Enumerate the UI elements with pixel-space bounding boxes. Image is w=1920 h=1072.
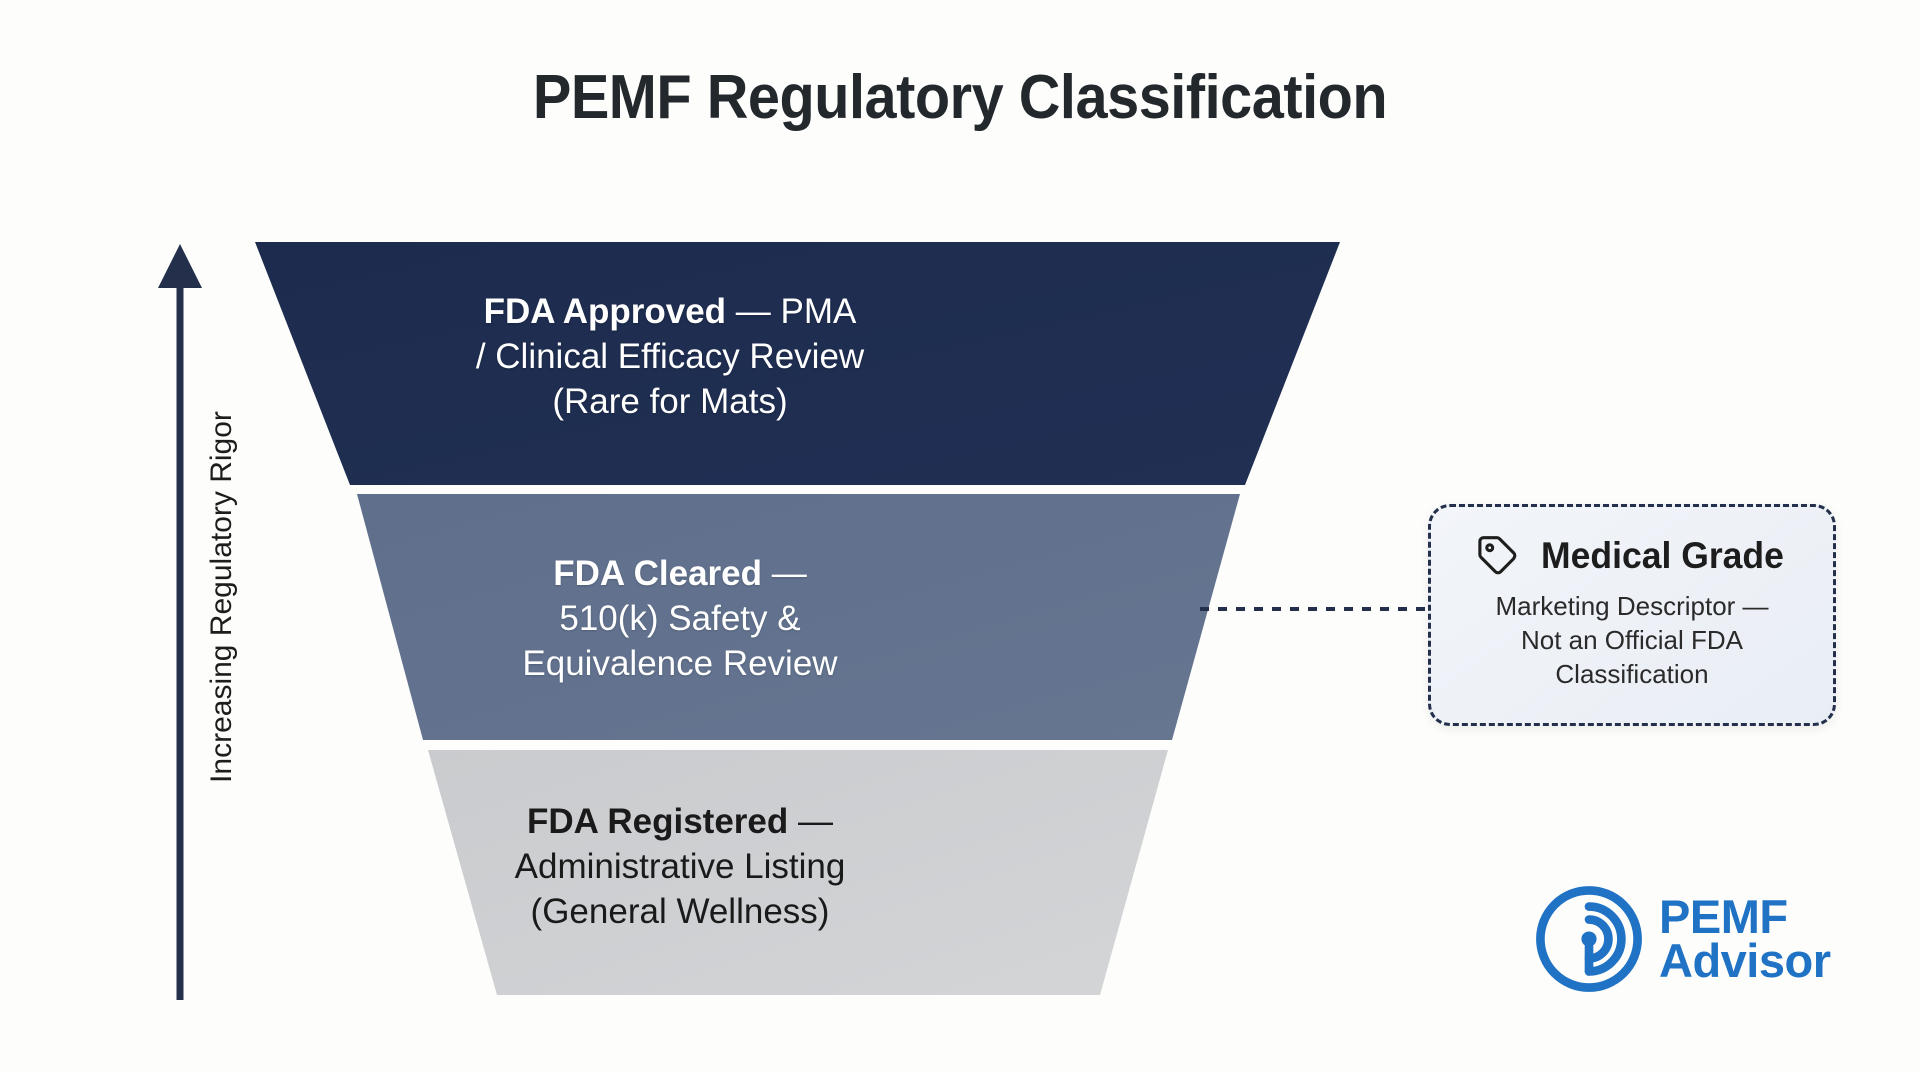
- funnel-segment-1-label: FDA Approved — PMA / Clinical Efficacy R…: [260, 290, 1080, 424]
- funnel-segment-fda-registered[interactable]: [428, 750, 1168, 995]
- callout-connector-line: [1200, 607, 1428, 611]
- callout-body-line-1: Marketing Descriptor —: [1495, 591, 1769, 622]
- pemf-waves-icon: [1536, 886, 1642, 992]
- callout-header: Medical Grade: [1476, 534, 1789, 578]
- callout-title: Medical Grade: [1540, 535, 1784, 577]
- segment-2-heading: FDA Cleared: [553, 554, 763, 593]
- segment-1-detail-3: (Rare for Mats): [552, 381, 788, 421]
- brand-logo[interactable]: PEMF Advisor: [1535, 885, 1831, 993]
- medical-grade-callout[interactable]: Medical Grade Marketing Descriptor — Not…: [1428, 504, 1836, 726]
- callout-body-line-3: Classification: [1555, 658, 1709, 689]
- tag-icon: [1477, 536, 1516, 575]
- funnel-segment-2-label: FDA Cleared — 510(k) Safety & Equivalenc…: [330, 552, 1030, 686]
- segment-1-separator: —: [726, 292, 781, 331]
- funnel-chart: [255, 242, 1340, 995]
- segment-3-separator: —: [788, 802, 833, 841]
- callout-body-line-2: Not an Official FDA: [1520, 625, 1744, 656]
- funnel-segment-3-label: FDA Registered — Administrative Listing …: [330, 800, 1030, 934]
- segment-3-heading: FDA Registered: [527, 802, 789, 841]
- funnel-segment-fda-approved[interactable]: [255, 242, 1340, 485]
- segment-1-detail-1: PMA: [780, 292, 857, 331]
- segment-2-detail-2: Equivalence Review: [522, 643, 838, 683]
- funnel-segment-fda-cleared[interactable]: [357, 494, 1240, 740]
- segment-3-detail-2: (General Wellness): [530, 891, 830, 931]
- segment-2-detail-1: 510(k) Safety &: [559, 598, 801, 638]
- segment-3-detail-1: Administrative Listing: [514, 846, 846, 886]
- logo-wordmark: PEMF Advisor: [1659, 889, 1831, 987]
- logo-line-1: PEMF: [1659, 889, 1788, 943]
- callout-body: Marketing Descriptor — Not an Official F…: [1495, 590, 1768, 691]
- page-title: PEMF Regulatory Classification: [532, 63, 1388, 132]
- segment-1-detail-2: / Clinical Efficacy Review: [475, 336, 865, 376]
- segment-2-separator: —: [762, 554, 807, 593]
- segment-1-heading: FDA Approved: [483, 292, 727, 331]
- regulatory-rigor-axis: Increasing Regulatory Rigor: [150, 240, 270, 1000]
- logo-line-2: Advisor: [1659, 934, 1831, 987]
- arrow-up-icon: [158, 244, 202, 1000]
